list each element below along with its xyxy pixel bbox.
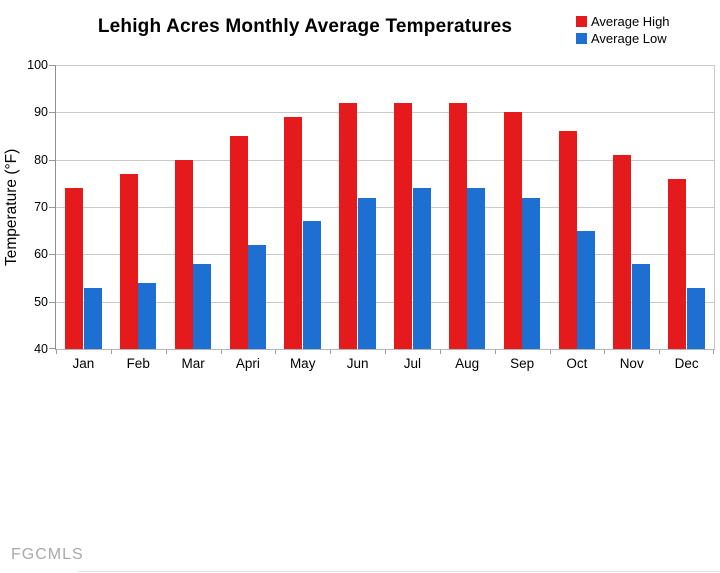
average-low-swatch-icon	[576, 33, 587, 44]
bar-low-jun	[357, 197, 376, 349]
x-tickmark-4	[275, 350, 276, 354]
y-tick-label-70: 70	[34, 199, 48, 214]
legend-item-average-high: Average High	[576, 13, 670, 30]
x-tickmark-6	[385, 350, 386, 354]
legend-label-average-low: Average Low	[591, 31, 667, 46]
bar-high-jan	[65, 188, 83, 349]
chart-title: Lehigh Acres Monthly Average Temperature…	[97, 16, 513, 37]
x-tickmark-1	[111, 350, 112, 354]
gridline-50	[56, 302, 714, 303]
bar-low-apri	[248, 244, 266, 349]
y-tick-label-60: 60	[34, 246, 48, 261]
x-label-feb: Feb	[126, 356, 150, 371]
x-tickmark-2	[166, 350, 167, 354]
bar-low-jul	[412, 188, 431, 349]
bar-low-oct	[577, 230, 595, 349]
bar-low-mar	[193, 263, 212, 349]
x-label-dec: Dec	[674, 356, 699, 371]
bar-high-sep	[503, 112, 522, 349]
bar-high-apri	[229, 136, 248, 349]
x-label-jan: Jan	[72, 356, 95, 371]
bar-low-nov	[631, 263, 650, 349]
legend-label-average-high: Average High	[591, 14, 670, 29]
bar-high-oct	[558, 131, 577, 349]
y-tick-label-40: 40	[34, 341, 48, 356]
watermark: FGCMLS	[11, 546, 84, 563]
gridline-60	[56, 254, 714, 255]
bar-low-jan	[83, 287, 102, 349]
y-tick-label-50: 50	[34, 294, 48, 309]
y-tick-label-80: 80	[34, 152, 48, 167]
x-tickmark-8	[495, 350, 496, 354]
bar-low-may	[302, 221, 321, 349]
gridline-90	[56, 112, 714, 113]
gridline-80	[56, 160, 714, 161]
x-label-nov: Nov	[619, 356, 644, 371]
bottom-divider	[78, 571, 720, 572]
y-tick-label-100: 100	[27, 57, 48, 72]
bar-high-jun	[339, 102, 358, 349]
bar-high-jul	[394, 102, 412, 349]
bar-high-may	[284, 117, 303, 349]
y-tick-label-90: 90	[34, 104, 48, 119]
x-label-apri: Apri	[235, 356, 260, 371]
x-label-aug: Aug	[455, 356, 480, 371]
x-label-oct: Oct	[566, 356, 588, 371]
y-tickmark-100	[49, 65, 55, 66]
x-tickmark-5	[330, 350, 331, 354]
average-high-swatch-icon	[576, 16, 587, 27]
legend-item-average-low: Average Low	[576, 30, 670, 47]
x-tickmark-10	[604, 350, 605, 354]
bar-high-mar	[174, 159, 193, 349]
x-tickmark-0	[56, 350, 57, 354]
y-tickmark-70	[49, 207, 55, 208]
bar-high-aug	[448, 102, 467, 349]
legend: Average High Average Low	[576, 13, 670, 47]
bar-high-dec	[668, 178, 687, 349]
x-tickmark-7	[440, 350, 441, 354]
bar-low-feb	[138, 282, 157, 349]
x-tickmark-12	[713, 350, 714, 354]
y-tickmark-40	[49, 348, 55, 349]
x-tickmark-3	[221, 350, 222, 354]
x-label-jun: Jun	[346, 356, 369, 371]
bar-low-aug	[467, 188, 486, 349]
plot-area: Jan Feb Mar Apri May Jun Jul Aug Sep Oct Nov Dec	[49, 65, 715, 371]
gridline-100	[56, 65, 714, 66]
x-label-may: May	[289, 356, 316, 371]
gridline-70	[56, 207, 714, 208]
y-tickmark-80	[49, 160, 55, 161]
bar-low-sep	[522, 197, 541, 349]
y-tickmark-60	[49, 254, 55, 255]
bar-low-dec	[686, 287, 705, 349]
bar-high-nov	[613, 154, 632, 349]
y-tickmark-90	[49, 112, 55, 113]
x-label-jul: Jul	[403, 356, 422, 371]
x-tickmark-11	[659, 350, 660, 354]
y-tickmark-50	[49, 302, 55, 303]
y-axis-tick-labels: 40 50 60 70 80 90 100	[14, 59, 48, 355]
x-tickmark-9	[550, 350, 551, 354]
bar-high-feb	[119, 173, 138, 349]
x-label-mar: Mar	[181, 356, 205, 371]
x-label-sep: Sep	[510, 356, 535, 371]
